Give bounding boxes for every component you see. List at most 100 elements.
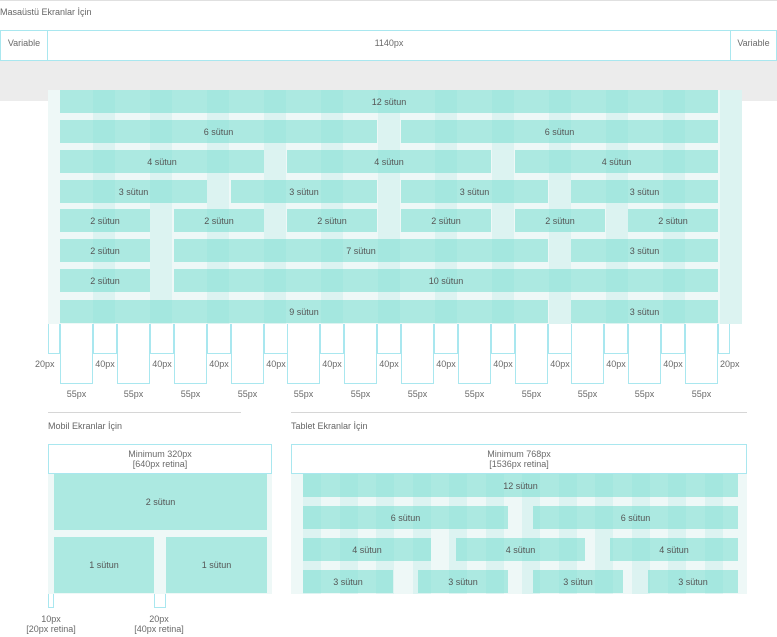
desktop-column-width-label: 55px	[293, 389, 314, 399]
desktop-left-edge-marker	[48, 324, 60, 354]
desktop-gutter-width-label: 40px	[379, 359, 399, 369]
tablet-column-band	[704, 474, 723, 594]
container-width-label: 1140px	[374, 38, 404, 48]
desktop-row-3-cell: 3 sütun	[401, 180, 548, 203]
desktop-gutter-marker	[434, 324, 458, 354]
mobile-edge-label: 10px	[41, 614, 61, 624]
desktop-gutter-width-label: 40px	[436, 359, 456, 369]
tablet-row-3-cell: 3 sütun	[648, 570, 738, 593]
desktop-gutter-band	[207, 90, 229, 324]
tablet-row-3-cell: 3 sütun	[533, 570, 623, 593]
desktop-column-width-label: 55px	[350, 389, 371, 399]
desktop-gutter-band	[150, 90, 172, 324]
desktop-column-marker	[231, 324, 264, 384]
mobile-edge-marker	[48, 594, 54, 608]
desktop-row-5-cell: 2 sütun	[60, 239, 150, 262]
tablet-column-band	[595, 474, 613, 594]
tablet-row-1-cell: 6 sütun	[303, 506, 508, 529]
desktop-column-width-label: 55px	[691, 389, 712, 399]
desktop-row-2-cell: 4 sütun	[515, 150, 718, 173]
tablet-column-band	[339, 474, 358, 594]
desktop-column-width-label: 55px	[634, 389, 655, 399]
tablet-row-2-cell: 4 sütun	[303, 538, 431, 561]
desktop-gutter-band	[378, 90, 400, 324]
desktop-row-6-cell: 10 sütun	[174, 269, 718, 292]
desktop-row-1-cell: 6 sütun	[60, 120, 377, 143]
mobile-divider	[48, 412, 241, 413]
desktop-row-3-cell: 3 sütun	[60, 180, 207, 203]
desktop-row-2-cell: 4 sütun	[287, 150, 491, 173]
desktop-gutter-marker	[264, 324, 288, 354]
mobile-gutter-label: 20px	[149, 614, 169, 624]
desktop-row-0-cell: 12 sütun	[60, 90, 718, 113]
mobile-edge-retina-label: [20px retina]	[26, 624, 76, 634]
tablet-row-1-cell: 6 sütun	[533, 506, 738, 529]
tablet-column-band	[558, 474, 577, 594]
desktop-gutter-marker	[491, 324, 515, 354]
variable-left-label: Variable	[7, 38, 41, 48]
tablet-row-3-cell: 3 sütun	[418, 570, 508, 593]
desktop-column-width-label: 55px	[464, 389, 485, 399]
desktop-row-4-cell: 2 sütun	[287, 209, 377, 232]
desktop-gutter-width-label: 40px	[95, 359, 115, 369]
desktop-column-marker	[515, 324, 548, 384]
mobile-row-2-col: 2 sütun	[54, 474, 267, 530]
desktop-row-5-cell: 7 sütun	[174, 239, 548, 262]
desktop-gutter-marker	[661, 324, 685, 354]
desktop-column-marker	[60, 324, 93, 384]
variable-right-label: Variable	[737, 38, 770, 48]
tablet-column-band	[631, 474, 650, 594]
desktop-row-7-cell: 3 sütun	[571, 300, 718, 323]
tablet-divider	[291, 412, 747, 413]
desktop-column-marker	[287, 324, 320, 384]
desktop-column-marker	[571, 324, 604, 384]
desktop-title: Masaüstü Ekranlar İçin	[0, 7, 92, 17]
desktop-column-marker	[401, 324, 434, 384]
desktop-row-4-cell: 2 sütun	[401, 209, 491, 232]
desktop-gutter-width-label: 40px	[606, 359, 626, 369]
desktop-left-edge-label: 20px	[35, 359, 55, 369]
desktop-row-2-cell: 4 sütun	[60, 150, 264, 173]
desktop-gutter-marker	[93, 324, 117, 354]
desktop-row-4-cell: 2 sütun	[515, 209, 605, 232]
desktop-gutter-band	[264, 90, 286, 324]
mobile-min-label: Minimum 320px	[128, 449, 192, 459]
tablet-column-band	[668, 474, 686, 594]
tablet-column-band	[449, 474, 467, 594]
mobile-gutter-marker	[154, 594, 166, 608]
desktop-gutter-width-label: 40px	[322, 359, 342, 369]
desktop-gutter-marker	[548, 324, 572, 354]
desktop-gutter-width-label: 40px	[663, 359, 683, 369]
desktop-column-width-label: 55px	[577, 389, 598, 399]
desktop-gutter-width-label: 40px	[152, 359, 172, 369]
tablet-row-2-cell: 4 sütun	[610, 538, 738, 561]
desktop-row-3-cell: 3 sütun	[571, 180, 718, 203]
desktop-column-marker	[458, 324, 491, 384]
mobile-min-retina-label: [640px retina]	[132, 459, 188, 469]
desktop-gutter-band	[720, 90, 742, 324]
desktop-column-marker	[174, 324, 207, 384]
desktop-column-marker	[344, 324, 377, 384]
desktop-row-4-cell: 2 sütun	[60, 209, 150, 232]
desktop-gutter-marker	[150, 324, 174, 354]
desktop-row-4-cell: 2 sütun	[628, 209, 718, 232]
desktop-column-width-label: 55px	[123, 389, 144, 399]
desktop-row-3-cell: 3 sütun	[231, 180, 377, 203]
desktop-gutter-band	[549, 90, 571, 324]
desktop-gutter-marker	[207, 324, 231, 354]
desktop-gutter-width-label: 40px	[266, 359, 286, 369]
tablet-column-band	[376, 474, 394, 594]
desktop-row-7-cell: 9 sütun	[60, 300, 548, 323]
desktop-gutter-marker	[377, 324, 401, 354]
desktop-column-width-label: 55px	[66, 389, 87, 399]
variable-left-box: Variable	[0, 30, 48, 61]
desktop-gutter-band	[435, 90, 457, 324]
desktop-row-5-cell: 3 sütun	[571, 239, 718, 262]
tablet-column-band	[412, 474, 431, 594]
tablet-row-0-cell: 12 sütun	[303, 474, 738, 497]
desktop-column-marker	[628, 324, 661, 384]
tablet-row-3-cell: 3 sütun	[303, 570, 393, 593]
tablet-min-retina-label: [1536px retina]	[489, 459, 549, 469]
tablet-row-2-cell: 4 sütun	[456, 538, 585, 561]
mobile-gutter-retina-label: [40px retina]	[134, 624, 184, 634]
